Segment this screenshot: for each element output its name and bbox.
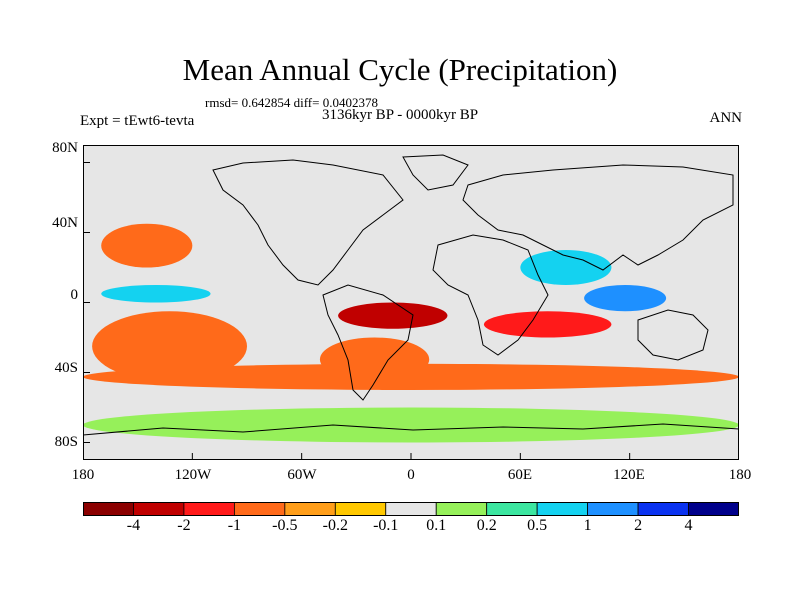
colorbar-frame (83, 502, 739, 516)
chart-title: Mean Annual Cycle (Precipitation) (182, 52, 618, 87)
colorbar-swatch (133, 502, 185, 516)
region-southern-ocean-drying (83, 363, 739, 390)
colorbar-swatch (435, 502, 488, 516)
axis-ticks (83, 162, 739, 460)
coastlines (83, 154, 739, 436)
stats-text: rmsd= 0.642854 diff= 0.0402378 (205, 95, 378, 110)
lat-tick-label: 40S (54, 360, 78, 376)
colorbar-swatch (587, 502, 639, 516)
colorbar (83, 502, 739, 516)
colorbar-swatch (385, 502, 437, 516)
colorbar-swatch (183, 502, 235, 516)
lon-tick-label: 120E (613, 467, 645, 483)
south-america-coastline (322, 284, 414, 401)
lon-tick-label: 120W (174, 467, 212, 483)
colorbar-swatch (83, 502, 134, 516)
colorbar-label: 2 (634, 517, 643, 534)
region-maritime-continent-wet (584, 285, 667, 312)
colorbar-label: -0.2 (322, 517, 348, 534)
lon-tick-label: 180 (728, 467, 752, 483)
colorbar-label: -2 (177, 517, 191, 534)
colorbar-label: 0.1 (426, 517, 447, 534)
region-equatorial-pacific-wet (101, 285, 211, 303)
region-tropical-atlantic-drying (338, 302, 448, 329)
colorbar-swatch (486, 502, 538, 516)
colorbar-swatches (83, 502, 739, 516)
colorbar-label: -1 (227, 517, 242, 534)
antarctica-coastline (83, 423, 739, 436)
eurasia-coastline (462, 164, 734, 271)
north-america-coastline (212, 159, 404, 286)
colorbar-swatch (688, 502, 739, 516)
colorbar-swatch (284, 502, 336, 516)
colorbar-label: -4 (126, 517, 141, 534)
lon-tick-label: 60W (287, 467, 317, 483)
lon-tick-label: 60E (507, 467, 533, 483)
africa-coastline (432, 234, 549, 356)
lat-tick-label: 80N (52, 140, 78, 156)
lon-tick-label: 0 (407, 467, 415, 483)
colorbar-label: -0.1 (373, 517, 399, 534)
experiment-label: Expt = tEwt6-tevta (80, 113, 195, 129)
region-north-pacific-drying (101, 223, 193, 268)
region-antarctica-wet (83, 407, 739, 443)
lat-tick-label: 0 (70, 287, 79, 303)
season-label: ANN (709, 110, 743, 126)
lat-tick-label: 40N (52, 215, 78, 231)
colorbar-swatch (233, 502, 286, 516)
australia-coastline (637, 309, 709, 361)
lon-tick-label: 180 (71, 467, 95, 483)
colorbar-swatch (536, 502, 589, 516)
lat-tick-label: 80S (54, 434, 78, 450)
period-text: 3136kyr BP - 0000kyr BP (321, 107, 479, 123)
region-south-asia-wet (520, 250, 612, 285)
anomaly-regions (83, 223, 739, 443)
colorbar-label: 4 (684, 517, 693, 534)
region-indian-ocean-drying (483, 311, 612, 338)
colorbar-label: 1 (583, 517, 592, 534)
colorbar-label: 0.2 (476, 517, 497, 534)
greenland-coastline (402, 154, 469, 191)
precipitation-anomaly-map (83, 145, 739, 460)
colorbar-swatch (637, 502, 689, 516)
region-south-pacific-drying (92, 311, 247, 382)
colorbar-swatch (334, 502, 387, 516)
colorbar-label: -0.5 (272, 517, 298, 534)
colorbar-label: 0.5 (527, 517, 548, 534)
